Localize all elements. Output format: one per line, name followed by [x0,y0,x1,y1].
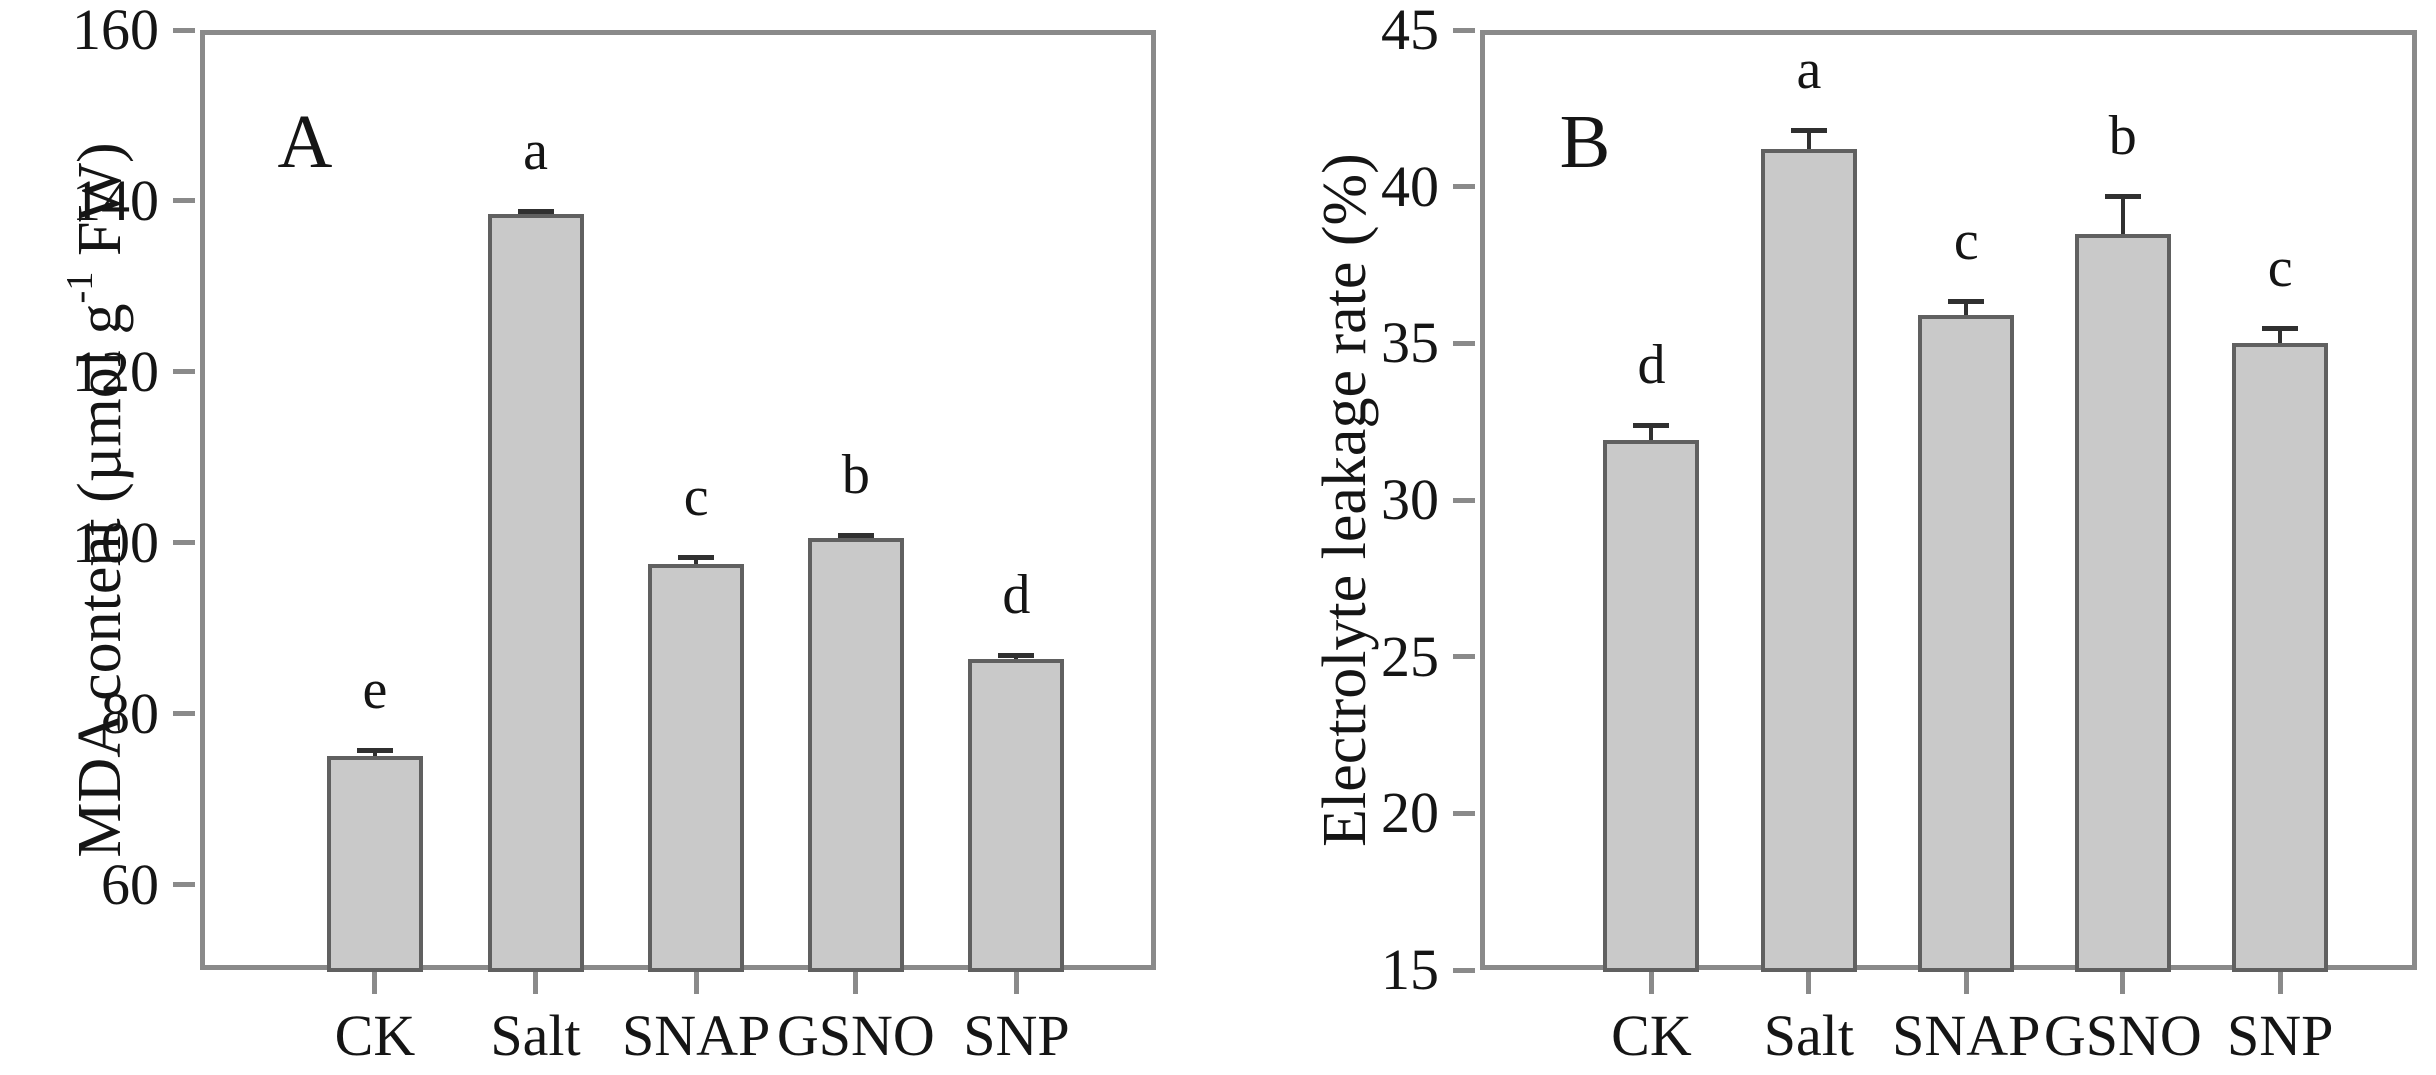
panel-b-x-tick-gsno [2120,972,2126,994]
panel-b-sig-letter-ck: d [1637,333,1666,396]
panel-a-y-tick-label-160: 160 [72,0,159,62]
panel-b-sig-letter-gsno: b [2108,105,2137,168]
panel-b-y-tick-25 [1453,654,1475,660]
panel-a-x-tick-gsno [853,972,859,994]
panel-b-x-tick-snp [2277,972,2283,994]
panel-a-y-tick-140 [173,198,195,204]
panel-b-category-label-salt: Salt [1763,1003,1854,1068]
panel-a-sig-letter-snp: d [1002,563,1031,626]
panel-a-x-tick-ck [372,972,378,994]
panel-b-y-tick-20 [1453,810,1475,816]
panel-b-bar-ck [1603,440,1700,972]
panel-b-y-tick-label-35: 35 [1381,310,1439,376]
panel-a-y-tick-160 [173,27,195,33]
panel-a-y-tick-80 [173,711,195,717]
panel-a-bar-salt [487,213,584,972]
panel-a-y-tick-60 [173,882,195,888]
panel-b-y-tick-45 [1453,27,1475,33]
panel-a-category-label-snp: SNP [963,1003,1070,1068]
panel-b-y-tick-30 [1453,497,1475,503]
panel-b-bar-snap [1918,315,2015,972]
panel-b-y-tick-label-15: 15 [1381,937,1439,1002]
panel-b-y-tick-15 [1453,967,1475,973]
panel-a-bar-snap [648,564,745,972]
panel-a-y-tick-label-140: 140 [72,167,159,233]
panel-b-y-tick-label-40: 40 [1381,153,1439,219]
panel-a-y-tick-label-80: 80 [101,680,159,746]
panel-b-sig-letter-snap: c [1953,210,1979,273]
panel-b-y-tick-35 [1453,340,1475,346]
panel-a-error-bar-ck [372,749,377,757]
panel-a-error-bar-cap-ck [356,747,393,753]
panel-b-letter: B [1559,100,1611,184]
panel-b-error-bar-ck [1649,424,1654,441]
panel-a-error-bar-snap [694,557,699,565]
panel-a-x-tick-snap [693,972,699,994]
panel-b-bar-gsno [2074,233,2171,972]
panel-a-bar-ck [326,756,423,972]
panel-a-category-label-ck: CK [334,1003,416,1068]
panel-b-error-bar-cap-salt [1790,128,1827,134]
panel-a-category-label-snap: SNAP [622,1003,771,1068]
panel-b-y-tick-40 [1453,184,1475,190]
panel-a-y-tick-100 [173,540,195,546]
panel-b-error-bar-gsno [2120,196,2125,234]
panel-b-category-label-snp: SNP [2226,1003,2334,1068]
panel-b-y-tick-label-45: 45 [1381,0,1439,62]
panel-b-sig-letter-snp: c [2267,236,2293,299]
panel-b-error-bar-cap-gsno [2104,194,2141,200]
panel-a-error-bar-cap-snp [998,652,1035,658]
panel-a-y-tick-label-120: 120 [72,338,159,404]
panel-b-bar-snp [2232,343,2329,972]
panel-b-x-tick-salt [1806,972,1812,994]
panel-a-sig-letter-gsno: b [841,444,870,507]
panel-a-category-label-gsno: GSNO [776,1003,935,1068]
panel-b-category-label-snap: SNAP [1892,1003,2041,1068]
panel-a-y-tick-label-100: 100 [72,509,159,575]
panel-a-y-tick-label-60: 60 [101,851,159,917]
panel-b-error-bar-snap [1964,301,1969,316]
panel-b-y-tick-label-30: 30 [1381,467,1439,532]
panel-a-error-bar-cap-snap [678,555,715,561]
panel-a-error-bar-cap-gsno [837,533,874,539]
panel-a-bar-snp [968,658,1065,972]
panel-b-x-tick-ck [1648,972,1654,994]
panel-a-x-tick-salt [533,972,539,994]
panel-a-y-tick-120 [173,369,195,375]
panel-b-error-bar-salt [1806,130,1811,150]
panel-a-x-tick-snp [1013,972,1019,994]
panel-a-sig-letter-snap: c [683,466,709,529]
panel-a-letter: A [277,100,333,184]
panel-a-error-bar-cap-salt [517,209,554,215]
panel-a-bar-gsno [807,538,904,972]
panel-b-x-tick-snap [1963,972,1969,994]
panel-b-y-tick-label-25: 25 [1381,623,1439,689]
panel-a-category-label-salt: Salt [490,1003,581,1068]
panel-a-y-axis-title-superscript: -1 [59,271,101,304]
panel-b-error-bar-cap-ck [1633,422,1670,428]
panel-b-category-label-gsno: GSNO [2043,1003,2202,1068]
panel-a-sig-letter-salt: a [523,120,548,183]
panel-b-error-bar-cap-snp [2262,325,2299,331]
panel-b-error-bar-cap-snap [1948,299,1985,305]
panel-b-error-bar-snp [2278,327,2283,344]
panel-b-bar-salt [1760,149,1857,972]
panel-b-category-label-ck: CK [1611,1003,1692,1068]
panel-b-sig-letter-salt: a [1796,39,1822,102]
panel-b-y-tick-label-20: 20 [1381,780,1439,846]
panel-a-sig-letter-ck: e [362,658,388,721]
